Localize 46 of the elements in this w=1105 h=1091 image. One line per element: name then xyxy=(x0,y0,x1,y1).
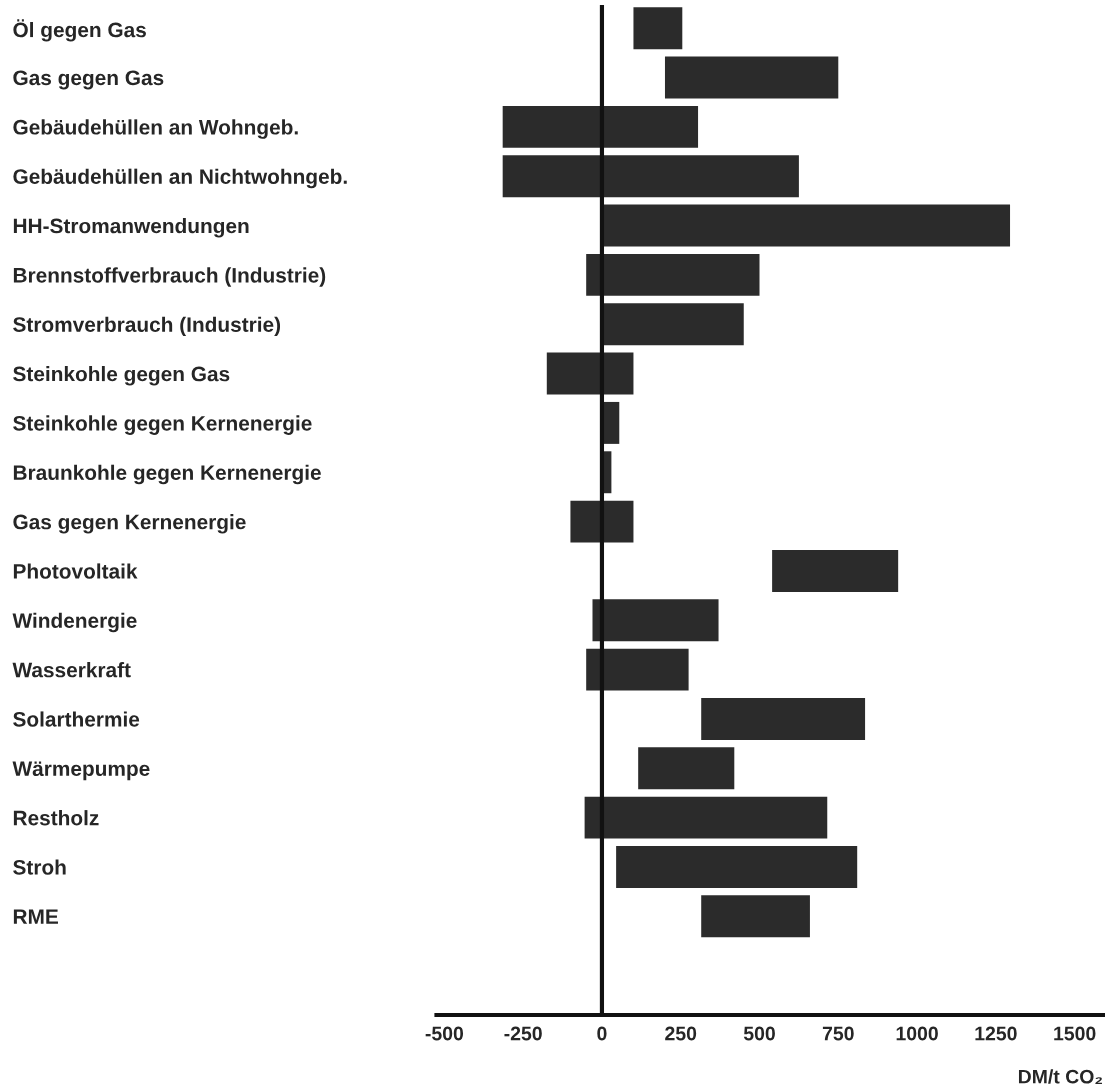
x-tick-label: 250 xyxy=(665,1026,697,1041)
bar xyxy=(570,500,634,543)
bar xyxy=(584,796,828,839)
bar xyxy=(772,549,899,592)
bar xyxy=(502,105,699,148)
y-tick-label: Gas gegen Kernenergie xyxy=(13,514,246,534)
x-tick-label: 1500 xyxy=(1054,1026,1096,1041)
y-tick-label: Brennstoffverbrauch (Industrie) xyxy=(13,267,326,287)
y-tick-label: Öl gegen Gas xyxy=(13,19,146,42)
bar xyxy=(586,648,689,691)
x-axis-title: DM/t CO₂ xyxy=(1018,1069,1102,1084)
y-tick-label: Gebäudehüllen an Nichtwohngeb. xyxy=(13,168,347,189)
y-tick-label: Photovoltaik xyxy=(13,563,138,579)
bar xyxy=(701,697,866,740)
y-tick-label: Stroh xyxy=(13,859,66,875)
bar xyxy=(616,846,858,888)
y-tick-label: Braunkohle gegen Kernenergie xyxy=(13,464,321,485)
bar xyxy=(601,303,744,346)
y-tick-label: Gebäudehüllen an Wohngeb. xyxy=(13,119,298,139)
x-tick-label: 750 xyxy=(822,1026,854,1041)
y-tick-label: Stromverbrauch (Industrie) xyxy=(13,316,281,337)
y-tick-label: Restholz xyxy=(13,810,99,826)
y-tick-label: Windenergie xyxy=(12,612,137,633)
y-tick-label: Solarthermie xyxy=(13,711,140,727)
y-tick-label: Wasserkraft xyxy=(12,662,131,678)
y-tick-label: Steinkohle gegen Kernenergie xyxy=(13,415,312,435)
bar xyxy=(592,599,719,642)
x-tick-label: 1250 xyxy=(975,1026,1017,1041)
y-tick-label: Gas gegen Gas xyxy=(13,70,164,90)
y-tick-label: Steinkohle gegen Gas xyxy=(13,366,230,386)
y-tick-label: Wärmepumpe xyxy=(12,761,150,781)
x-tick-label: -250 xyxy=(504,1026,542,1041)
bar xyxy=(601,204,1011,247)
x-tick-label: 500 xyxy=(743,1026,775,1041)
y-tick-label: HH-Stromanwendungen xyxy=(13,218,249,238)
bar xyxy=(664,56,839,99)
bar xyxy=(701,895,810,938)
y-tick-label: RME xyxy=(13,909,58,924)
bar xyxy=(586,253,760,296)
bar xyxy=(638,747,735,790)
x-tick-label: -500 xyxy=(425,1026,464,1041)
bar xyxy=(633,7,683,50)
bar xyxy=(502,155,799,198)
bar xyxy=(546,352,634,395)
x-tick-label: 1000 xyxy=(896,1026,938,1041)
x-tick-label: 0 xyxy=(597,1026,607,1041)
